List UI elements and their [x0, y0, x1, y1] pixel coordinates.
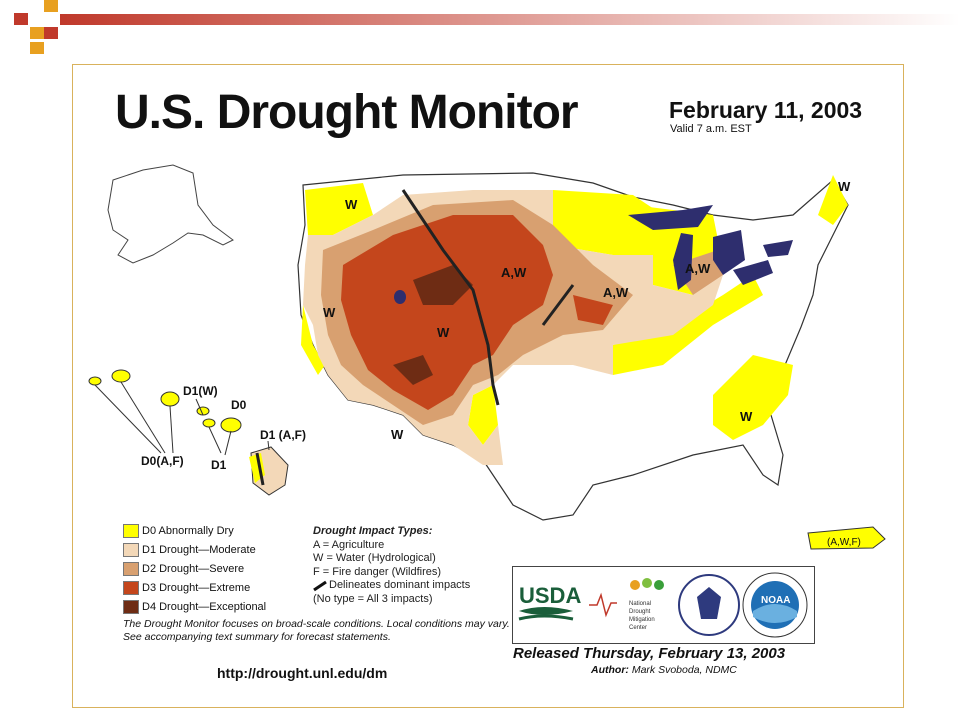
impact-line: (No type = All 3 impacts)	[313, 592, 433, 605]
deco-square	[44, 0, 58, 12]
swatch-d0	[123, 523, 139, 538]
legend: D0 Abnormally Dry D1 Drought—Moderate D2…	[123, 521, 266, 616]
label-hawaii-d1af: D1 (A,F)	[260, 428, 306, 442]
agency-logos: USDA National Drought Mitigation Center …	[512, 566, 815, 644]
slide-header-decoration	[14, 0, 960, 54]
label-w-nevada: W	[323, 305, 336, 320]
hawaii-island	[160, 391, 180, 407]
hawaii-island	[220, 417, 242, 433]
legend-item: D4 Drought—Exceptional	[123, 597, 266, 616]
swatch-d2	[123, 561, 139, 576]
usda-logo-text: USDA	[519, 583, 581, 608]
alaska-shape	[107, 164, 234, 264]
label-w-colorado: W	[437, 325, 450, 340]
label-w-southwest: W	[391, 427, 404, 442]
d3-regions	[341, 215, 613, 410]
ndmc-text: Mitigation	[629, 617, 655, 623]
label-hawaii-d1: D1	[211, 458, 227, 472]
ndmc-tree-icon	[630, 580, 640, 590]
label-hawaii-d1w: D1(W)	[183, 384, 218, 398]
hawaii-island	[88, 376, 102, 386]
impact-line-icon	[313, 580, 327, 591]
author-name: Mark Svoboda, NDMC	[631, 664, 737, 676]
noaa-logo-icon	[753, 604, 797, 623]
deco-bar	[60, 14, 960, 25]
impact-line: F = Fire danger (Wildfires)	[313, 565, 442, 578]
d4-regions	[393, 265, 473, 385]
label-aw-michigan: A,W	[685, 261, 711, 276]
commerce-seal-icon	[697, 587, 721, 619]
usda-logo-icon	[518, 614, 574, 621]
legend-label: D1 Drought—Moderate	[142, 543, 256, 556]
impact-line: Delineates dominant impacts	[329, 579, 471, 591]
valid-time: Valid 7 a.m. EST	[670, 123, 752, 135]
hawaii-island	[202, 418, 216, 428]
deco-square	[14, 13, 28, 25]
impact-line: W = Water (Hydrological)	[313, 552, 436, 564]
label-aw-iowa: A,W	[603, 285, 629, 300]
legend-label: D4 Drought—Exceptional	[142, 600, 267, 613]
impact-line: A = Agriculture	[313, 538, 385, 551]
hawaii-island	[111, 369, 131, 383]
legend-item: D2 Drought—Severe	[123, 559, 266, 578]
swatch-d3	[123, 580, 139, 595]
ndmc-text: National	[629, 601, 651, 607]
label-puerto-rico: (A,W,F)	[827, 537, 861, 548]
label-w-southeast: W	[740, 409, 753, 424]
puerto-rico-shape	[807, 526, 886, 550]
ndmc-text: Drought	[629, 609, 651, 615]
logos-svg: USDA National Drought Mitigation Center …	[518, 572, 808, 638]
release-date: Released Thursday, February 13, 2003	[513, 645, 786, 662]
swatch-d1	[123, 542, 139, 557]
map-date: February 11, 2003	[669, 97, 863, 123]
legend-item: D3 Drought—Extreme	[123, 578, 266, 597]
map-title: U.S. Drought Monitor	[115, 86, 579, 139]
ndmc-tree-icon	[654, 580, 664, 590]
dominant-impact-lines	[401, 189, 575, 406]
usda-logo-icon	[519, 607, 573, 615]
hawaii-leader-lines	[94, 381, 270, 456]
ndmc-logo-icon	[589, 592, 617, 618]
impact-line-row: Delineates dominant impacts	[313, 579, 470, 593]
deco-square	[30, 27, 44, 39]
drought-monitor-figure: U.S. Drought Monitor February 11, 2003 V…	[72, 64, 904, 708]
impact-title: Drought Impact Types:	[313, 525, 433, 537]
legend-label: D3 Drought—Extreme	[142, 581, 251, 594]
label-w-northwest: W	[345, 197, 358, 212]
impact-types: Drought Impact Types: A = Agriculture W …	[313, 525, 470, 606]
label-hawaii-d0af: D0(A,F)	[141, 454, 184, 468]
deco-square	[44, 27, 58, 39]
great-salt-lake	[394, 290, 406, 304]
swatch-d4	[123, 599, 139, 614]
label-w-maine: W	[838, 179, 851, 194]
footnote: The Drought Monitor focuses on broad-sca…	[123, 618, 510, 643]
label-aw-plains: A,W	[501, 265, 527, 280]
hawaii-impact-line	[255, 452, 265, 486]
drought-map: W W A,W A,W A,W W W W W D1(W) D0 D1 (A,F…	[88, 164, 886, 550]
legend-item: D1 Drought—Moderate	[123, 540, 266, 559]
author-label: Author:	[591, 664, 629, 676]
deco-square	[30, 42, 44, 54]
ndmc-tree-icon	[642, 578, 652, 588]
legend-label: D0 Abnormally Dry	[142, 524, 234, 537]
legend-label: D2 Drought—Severe	[142, 562, 245, 575]
author: Author: Mark Svoboda, NDMC	[591, 664, 737, 676]
source-url: http://drought.unl.edu/dm	[217, 665, 388, 681]
label-hawaii-d0: D0	[231, 398, 247, 412]
great-lakes	[628, 205, 793, 290]
noaa-logo-text: NOAA	[761, 595, 790, 606]
legend-item: D0 Abnormally Dry	[123, 521, 266, 540]
ndmc-text: Center	[629, 625, 647, 631]
